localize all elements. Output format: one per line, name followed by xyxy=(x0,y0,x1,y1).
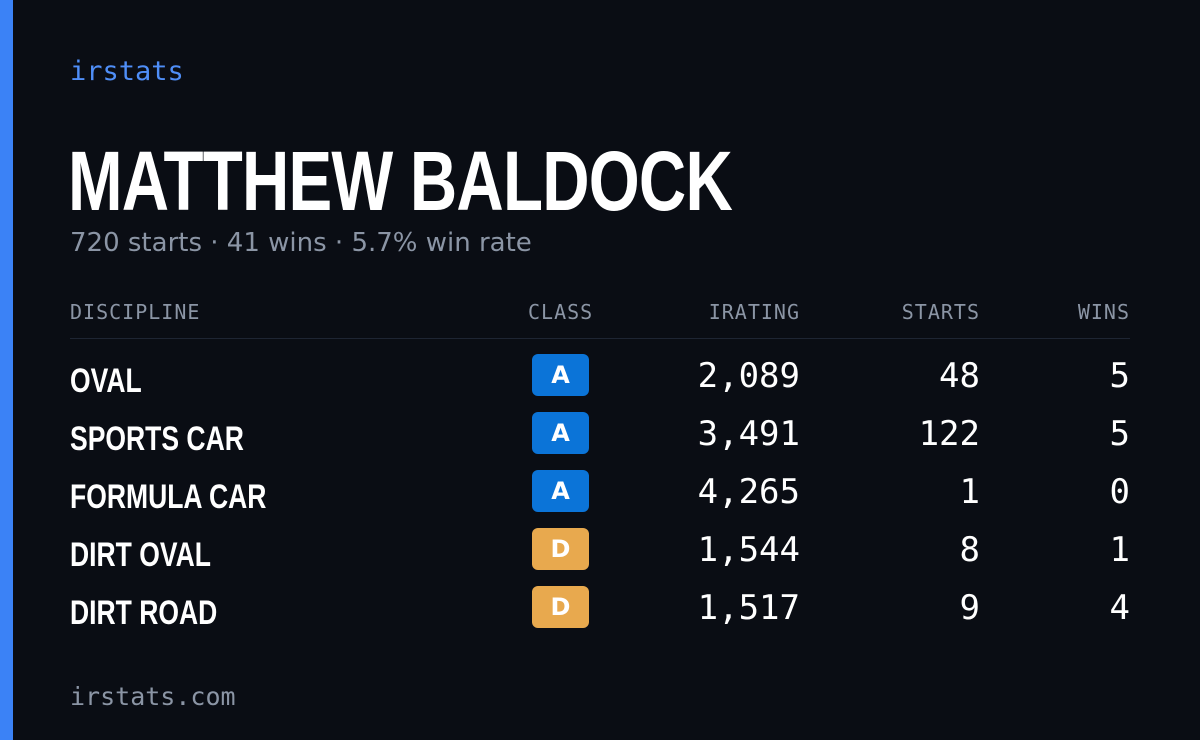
wins-value: 4 xyxy=(1109,588,1130,628)
class-badge: A xyxy=(532,470,589,512)
class-badge: D xyxy=(532,528,589,570)
driver-name: MATTHEW BALDOCK xyxy=(68,134,733,228)
table-row: OVAL A 2,089 48 5 xyxy=(70,348,1130,406)
discipline-name: DIRT OVAL xyxy=(70,536,211,574)
table-row: DIRT ROAD D 1,517 9 4 xyxy=(70,580,1130,638)
footer-url: irstats.com xyxy=(70,682,236,711)
header-starts: STARTS xyxy=(901,300,980,324)
irating-value: 2,089 xyxy=(697,356,800,396)
class-badge: A xyxy=(532,354,589,396)
header-wins: WINS xyxy=(1077,300,1130,324)
header-class: CLASS xyxy=(528,300,594,324)
wins-value: 5 xyxy=(1109,414,1130,454)
wins-value: 0 xyxy=(1109,472,1130,512)
discipline-name: SPORTS CAR xyxy=(70,420,244,458)
header-discipline: DISCIPLINE xyxy=(70,300,201,324)
accent-bar xyxy=(0,0,13,740)
wins-value: 1 xyxy=(1109,530,1130,570)
starts-value: 48 xyxy=(939,356,980,396)
irating-value: 4,265 xyxy=(697,472,800,512)
starts-value: 122 xyxy=(918,414,980,454)
brand-logo-text: irstats xyxy=(70,56,184,87)
starts-value: 1 xyxy=(959,472,980,512)
discipline-name: OVAL xyxy=(70,362,142,400)
table-row: SPORTS CAR A 3,491 122 5 xyxy=(70,406,1130,464)
table-row: DIRT OVAL D 1,544 8 1 xyxy=(70,522,1130,580)
header-irating: IRATING xyxy=(708,300,800,324)
driver-summary: 720 starts · 41 wins · 5.7% win rate xyxy=(70,228,532,258)
class-badge: A xyxy=(532,412,589,454)
irating-value: 1,544 xyxy=(697,530,800,570)
table-header: DISCIPLINE CLASS IRATING STARTS WINS xyxy=(70,300,1130,339)
discipline-table-body: OVAL A 2,089 48 5 SPORTS CAR A 3,491 122… xyxy=(70,348,1130,638)
discipline-name: DIRT ROAD xyxy=(70,594,218,632)
starts-value: 8 xyxy=(959,530,980,570)
class-badge: D xyxy=(532,586,589,628)
irating-value: 1,517 xyxy=(697,588,800,628)
irating-value: 3,491 xyxy=(697,414,800,454)
starts-value: 9 xyxy=(959,588,980,628)
discipline-name: FORMULA CAR xyxy=(70,478,267,516)
wins-value: 5 xyxy=(1109,356,1130,396)
table-row: FORMULA CAR A 4,265 1 0 xyxy=(70,464,1130,522)
